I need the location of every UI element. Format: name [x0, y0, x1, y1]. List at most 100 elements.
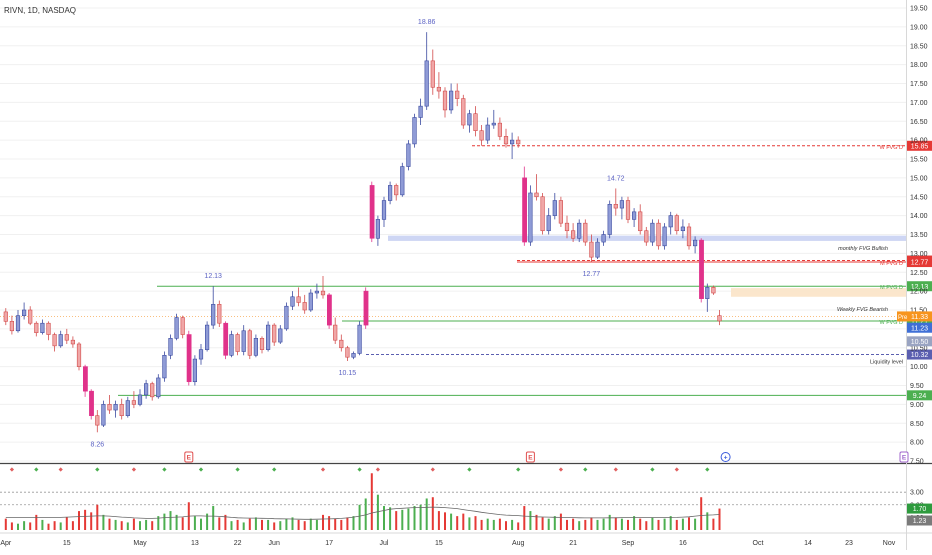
- candle[interactable]: [705, 283, 710, 312]
- candle[interactable]: [150, 381, 155, 401]
- candle[interactable]: [314, 283, 320, 299]
- candle[interactable]: [619, 196, 624, 220]
- candle[interactable]: [662, 223, 667, 250]
- candle[interactable]: [509, 132, 515, 159]
- candle[interactable]: [583, 219, 588, 246]
- candle[interactable]: [83, 364, 88, 397]
- candle[interactable]: [534, 174, 539, 201]
- candle[interactable]: [168, 334, 173, 360]
- candle[interactable]: [119, 398, 124, 420]
- candle[interactable]: [272, 323, 277, 346]
- candle[interactable]: [296, 287, 301, 307]
- candle[interactable]: [290, 291, 295, 310]
- candle[interactable]: [235, 332, 240, 356]
- candle[interactable]: [217, 300, 222, 327]
- candle[interactable]: [418, 98, 423, 126]
- candle[interactable]: [473, 106, 478, 137]
- candle[interactable]: [491, 109, 496, 129]
- candle[interactable]: [46, 321, 51, 341]
- candle[interactable]: [613, 188, 618, 216]
- candle[interactable]: [186, 330, 192, 386]
- candle[interactable]: [101, 400, 106, 428]
- candle[interactable]: [644, 226, 649, 246]
- candle[interactable]: [601, 230, 606, 246]
- candle[interactable]: [21, 302, 27, 320]
- candle[interactable]: [9, 315, 15, 335]
- candle[interactable]: [339, 334, 344, 352]
- candle[interactable]: [333, 317, 338, 344]
- candle[interactable]: [223, 321, 229, 360]
- candle[interactable]: [711, 285, 716, 295]
- candle[interactable]: [558, 196, 563, 227]
- candle[interactable]: [461, 94, 466, 129]
- candle[interactable]: [192, 355, 198, 386]
- candle[interactable]: [455, 83, 460, 107]
- candle[interactable]: [198, 343, 204, 365]
- candle[interactable]: [381, 196, 387, 227]
- candle[interactable]: [52, 332, 57, 352]
- candle[interactable]: [259, 336, 265, 354]
- candle[interactable]: [15, 310, 21, 333]
- candle[interactable]: [412, 113, 417, 148]
- candle[interactable]: [247, 328, 252, 360]
- candle[interactable]: [369, 181, 375, 243]
- candle[interactable]: [467, 109, 472, 133]
- candle[interactable]: [174, 313, 179, 341]
- candle[interactable]: [284, 302, 289, 331]
- candle[interactable]: [570, 223, 576, 243]
- candle[interactable]: [326, 293, 332, 329]
- candle[interactable]: [180, 315, 185, 339]
- candle[interactable]: [631, 208, 637, 227]
- candle[interactable]: [686, 223, 692, 250]
- candle[interactable]: [351, 351, 356, 360]
- candle[interactable]: [479, 125, 484, 146]
- candle[interactable]: [253, 334, 259, 358]
- candle[interactable]: [424, 32, 429, 110]
- candle[interactable]: [522, 166, 527, 246]
- candle[interactable]: [144, 379, 149, 399]
- candle[interactable]: [394, 183, 399, 201]
- candle[interactable]: [503, 128, 509, 148]
- candle[interactable]: [64, 328, 69, 344]
- candle[interactable]: [692, 236, 698, 254]
- candle[interactable]: [34, 321, 39, 337]
- candle[interactable]: [589, 234, 594, 263]
- candle[interactable]: [552, 192, 557, 220]
- earnings-icon[interactable]: [184, 451, 194, 463]
- candle[interactable]: [546, 208, 551, 235]
- candle[interactable]: [448, 83, 454, 114]
- candle[interactable]: [241, 325, 246, 356]
- candle[interactable]: [156, 374, 161, 399]
- candle[interactable]: [406, 140, 411, 171]
- candle[interactable]: [516, 136, 521, 148]
- candle[interactable]: [125, 396, 130, 418]
- candle[interactable]: [70, 336, 75, 348]
- candle[interactable]: [302, 294, 307, 314]
- candle[interactable]: [595, 238, 600, 260]
- candle[interactable]: [107, 394, 112, 414]
- candle[interactable]: [650, 219, 655, 246]
- candle[interactable]: [229, 330, 234, 358]
- candle[interactable]: [28, 306, 33, 326]
- candle[interactable]: [320, 276, 326, 299]
- candle[interactable]: [357, 321, 362, 356]
- candle[interactable]: [528, 185, 533, 246]
- candle[interactable]: [430, 49, 435, 95]
- candle[interactable]: [638, 204, 643, 235]
- candle[interactable]: [76, 342, 82, 371]
- candle[interactable]: [205, 321, 210, 352]
- candle[interactable]: [540, 192, 545, 235]
- event-plus-icon[interactable]: [720, 452, 731, 462]
- candle[interactable]: [485, 117, 490, 144]
- candle[interactable]: [497, 117, 503, 141]
- candle[interactable]: [40, 319, 45, 335]
- candle[interactable]: [375, 215, 381, 246]
- candle-layer[interactable]: [3, 32, 722, 433]
- candle[interactable]: [699, 238, 704, 303]
- price-axis[interactable]: 15.8512.8112.7712.1311.2110.329.247.508.…: [897, 6, 932, 466]
- candle[interactable]: [607, 200, 612, 239]
- candle[interactable]: [436, 72, 442, 99]
- candle[interactable]: [345, 345, 350, 361]
